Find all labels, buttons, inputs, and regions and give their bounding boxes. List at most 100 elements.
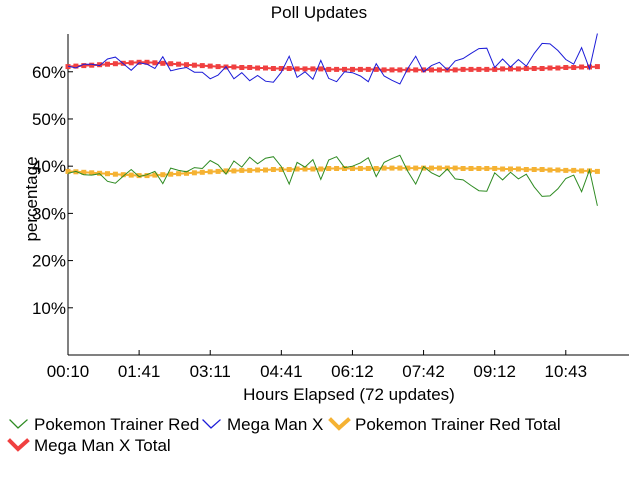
data-point [405, 165, 411, 171]
series-line-mega-man-x [67, 33, 598, 85]
data-point [571, 65, 577, 70]
data-point [215, 168, 221, 174]
data-point [136, 173, 142, 179]
data-point [350, 66, 355, 72]
legend-swatch [7, 438, 30, 452]
data-point [334, 66, 340, 72]
data-point [65, 168, 71, 174]
data-point [429, 67, 434, 73]
data-point [152, 172, 158, 178]
legend-item-mega-man-x-total: Mega Man X Total [7, 436, 171, 455]
chart-title: Poll Updates [271, 3, 367, 22]
data-point [492, 166, 498, 171]
data-point [500, 166, 506, 172]
data-point [515, 166, 521, 172]
plot-axes [67, 34, 629, 356]
legend-label: Mega Man X [227, 415, 323, 434]
legend-item-mega-man-x: Mega Man X [202, 415, 323, 434]
legend-label: Pokemon Trainer Red [34, 415, 199, 434]
legend-label: Mega Man X Total [34, 436, 171, 455]
data-point [270, 66, 276, 71]
data-point [144, 59, 150, 65]
data-point [326, 166, 332, 171]
legend-item-pokemon-trainer-red: Pokemon Trainer Red [9, 415, 199, 434]
data-point [302, 166, 308, 172]
legend-swatch [202, 419, 221, 429]
y-tick-label: 60% [32, 63, 66, 82]
data-point [476, 166, 482, 171]
y-axis-label: percentage [22, 156, 41, 241]
data-point [294, 166, 300, 172]
data-point [128, 172, 134, 178]
data-point [310, 66, 316, 72]
data-point [184, 170, 189, 176]
data-point [278, 66, 284, 71]
data-point [73, 63, 79, 69]
data-point [436, 165, 442, 171]
data-point [231, 64, 237, 70]
data-point [310, 166, 316, 172]
data-point [207, 169, 213, 175]
x-tick-label: 07:42 [402, 362, 445, 381]
y-tick-label: 40% [32, 157, 66, 176]
data-point [563, 65, 569, 70]
data-point [413, 67, 419, 73]
data-point [500, 66, 506, 72]
data-point [105, 61, 110, 67]
data-point [350, 166, 355, 171]
data-point [515, 66, 521, 72]
data-point [81, 63, 87, 69]
data-point [523, 167, 529, 172]
data-point [452, 67, 458, 73]
data-point [144, 173, 150, 179]
data-point [579, 168, 585, 174]
data-point [168, 61, 174, 67]
data-point [421, 165, 427, 171]
data-point [286, 66, 292, 71]
data-point [160, 60, 166, 66]
data-point [215, 64, 221, 70]
data-point [160, 172, 166, 178]
data-point [294, 66, 300, 72]
data-point [239, 167, 245, 173]
data-point [594, 64, 600, 70]
data-point [263, 65, 268, 71]
data-point [247, 65, 253, 70]
data-point [326, 66, 332, 72]
data-point [112, 171, 118, 177]
data-point [436, 67, 442, 73]
data-point [389, 165, 395, 171]
data-point [555, 167, 561, 173]
data-point [508, 166, 513, 172]
data-point [555, 65, 561, 71]
data-point [176, 171, 182, 177]
data-point [563, 167, 569, 173]
chart-legend: Pokemon Trainer Red Mega Man X Pokemon Tra… [7, 415, 561, 455]
x-tick-label: 01:41 [118, 362, 161, 381]
data-point [508, 66, 513, 72]
data-point [492, 66, 498, 72]
data-point [539, 66, 545, 71]
data-point [168, 171, 174, 177]
data-point [120, 172, 126, 178]
data-point [484, 166, 490, 171]
data-point [81, 169, 87, 175]
data-point [191, 62, 197, 68]
y-tick-label: 10% [32, 299, 66, 318]
data-point [176, 61, 182, 67]
data-point [397, 165, 403, 171]
data-point [397, 67, 403, 73]
data-point [152, 60, 158, 66]
data-point [523, 66, 529, 71]
data-point [373, 166, 379, 171]
data-point [128, 60, 134, 66]
data-point [452, 165, 458, 171]
series-pokemon-trainer-red [67, 154, 598, 206]
data-point [199, 169, 205, 175]
data-point [286, 167, 292, 172]
data-point [334, 166, 340, 171]
series-line-pokemon-trainer-red [67, 154, 598, 206]
y-axis-ticks: 10% 20% 30% 40% 50% 60% [32, 63, 73, 318]
data-point [531, 66, 537, 71]
